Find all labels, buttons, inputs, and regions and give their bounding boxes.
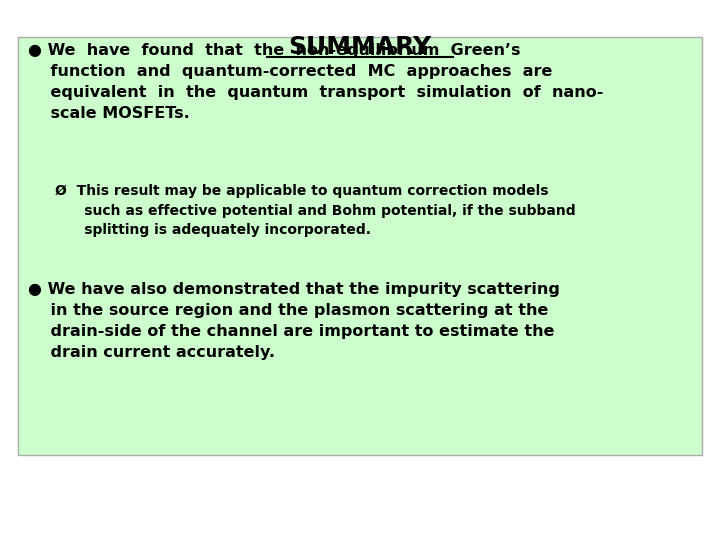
Text: ● We  have  found  that  the  non-equilibrium  Green’s
    function  and  quantu: ● We have found that the non-equilibrium… [28, 43, 603, 121]
FancyBboxPatch shape [18, 37, 702, 455]
Text: SUMMARY: SUMMARY [289, 35, 431, 59]
Text: ● We have also demonstrated that the impurity scattering
    in the source regio: ● We have also demonstrated that the imp… [28, 282, 560, 360]
Text: Ø  This result may be applicable to quantum correction models
      such as effe: Ø This result may be applicable to quant… [55, 184, 575, 237]
